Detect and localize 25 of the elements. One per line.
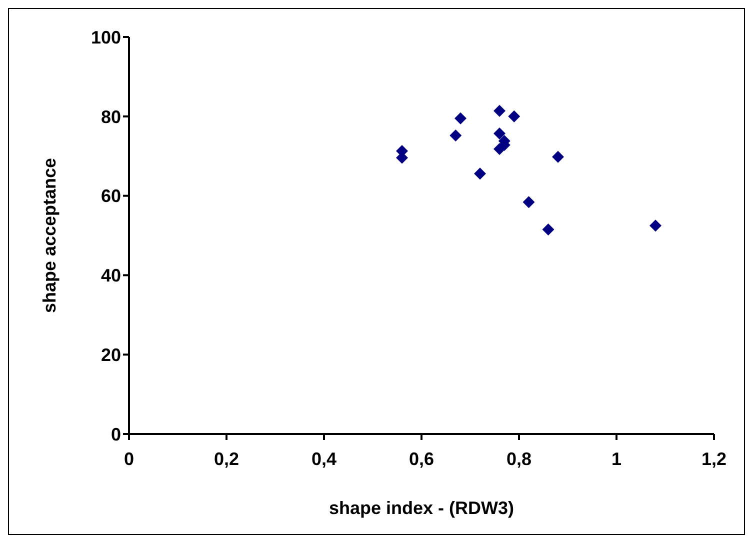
x-tick-label: 0,8 <box>506 448 532 469</box>
x-tick-label: 0,2 <box>214 448 240 469</box>
y-axis-title: shape acceptance <box>39 158 60 314</box>
point <box>494 127 506 140</box>
x-tick-label: 1 <box>611 448 622 469</box>
y-tick-label: 100 <box>90 27 121 48</box>
point <box>552 150 564 163</box>
point <box>508 110 520 122</box>
point <box>450 129 462 142</box>
point <box>542 224 554 236</box>
y-tick-label: 0 <box>110 424 121 444</box>
y-tick-label: 20 <box>100 344 121 365</box>
point <box>522 196 535 208</box>
x-tick-label: 0 <box>124 448 134 469</box>
point <box>454 112 466 124</box>
point <box>650 220 662 232</box>
y-tick-label: 40 <box>100 266 121 286</box>
x-tick-label: 1,2 <box>701 448 727 469</box>
y-tick-label: 80 <box>100 106 121 127</box>
x-tick-label: 0,6 <box>408 448 434 469</box>
point <box>494 104 506 117</box>
x-axis-title: shape index - (RDW3) <box>328 498 514 518</box>
x-tick-label: 0,4 <box>311 448 337 469</box>
y-tick-label: 60 <box>100 186 121 206</box>
point <box>474 168 486 180</box>
